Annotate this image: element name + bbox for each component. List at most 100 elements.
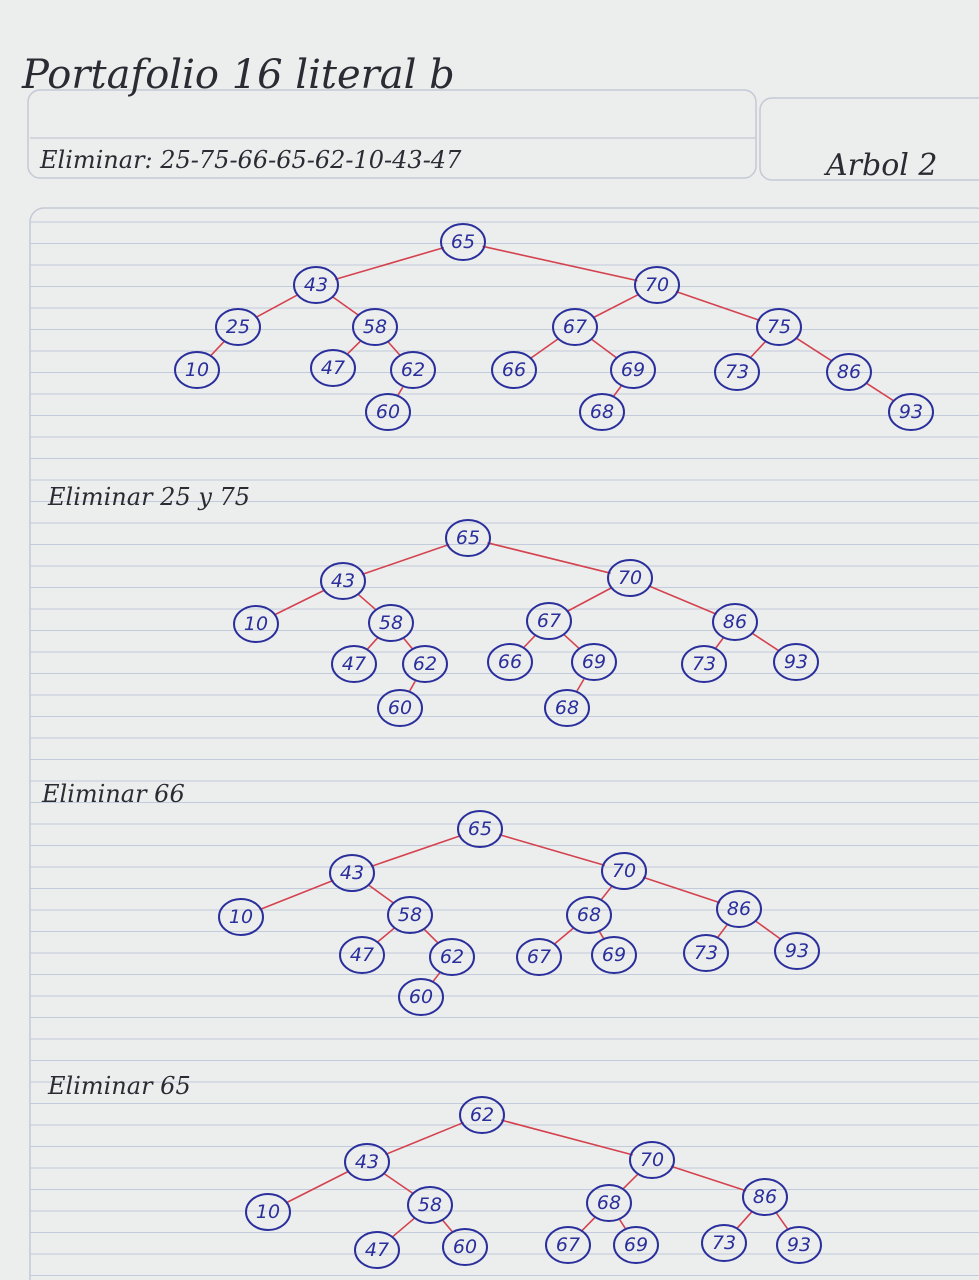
tree-node-60: 60 bbox=[442, 1228, 488, 1266]
edge-62-60 bbox=[432, 972, 441, 982]
edge-65-70 bbox=[487, 542, 611, 574]
node-circle bbox=[586, 1184, 632, 1222]
node-value: 67 bbox=[527, 946, 551, 968]
node-circle bbox=[742, 1178, 788, 1216]
tree-node-10: 10 bbox=[245, 1193, 291, 1231]
tree-node-86: 86 bbox=[712, 603, 758, 641]
node-value: 25 bbox=[226, 316, 250, 338]
edge-65-70 bbox=[498, 833, 606, 867]
edge-43-58 bbox=[331, 295, 360, 317]
edge-70-86 bbox=[670, 1165, 747, 1192]
tree-node-67: 67 bbox=[545, 1226, 591, 1264]
node-value: 65 bbox=[456, 527, 480, 549]
node-value: 70 bbox=[640, 1149, 664, 1171]
edge-86-73 bbox=[717, 924, 728, 938]
node-value: 69 bbox=[621, 359, 645, 381]
tree-node-43: 43 bbox=[344, 1143, 390, 1181]
node-circle bbox=[459, 1096, 505, 1134]
node-circle bbox=[339, 936, 385, 974]
edge-67-66 bbox=[523, 634, 536, 649]
edge-68-69 bbox=[598, 931, 605, 939]
node-value: 68 bbox=[555, 697, 579, 719]
node-value: 60 bbox=[376, 401, 400, 423]
node-circle bbox=[776, 1226, 822, 1264]
edge-75-73 bbox=[750, 341, 766, 358]
node-value: 43 bbox=[355, 1151, 379, 1173]
node-circle bbox=[544, 689, 590, 727]
node-circle bbox=[756, 308, 802, 346]
node-value: 47 bbox=[350, 944, 374, 966]
node-value: 47 bbox=[365, 1239, 389, 1261]
edge-58-60 bbox=[442, 1219, 453, 1233]
tree-node-65: 65 bbox=[440, 223, 486, 261]
node-value: 66 bbox=[502, 359, 526, 381]
edge-65-70 bbox=[482, 245, 638, 282]
node-circle bbox=[610, 351, 656, 389]
tree-node-65: 65 bbox=[457, 810, 503, 848]
edge-70-67 bbox=[592, 293, 640, 319]
edge-58-47 bbox=[366, 637, 379, 650]
node-circle bbox=[407, 1186, 453, 1224]
edge-67-66 bbox=[529, 337, 560, 360]
node-value: 10 bbox=[244, 613, 268, 635]
node-value: 93 bbox=[785, 940, 809, 962]
node-value: 65 bbox=[451, 231, 475, 253]
node-value: 62 bbox=[440, 946, 464, 968]
node-circle bbox=[245, 1193, 291, 1231]
node-circle bbox=[402, 645, 448, 683]
edge-58-62 bbox=[403, 637, 413, 650]
tree-node-69: 69 bbox=[613, 1226, 659, 1264]
edge-43-10 bbox=[285, 1170, 350, 1204]
node-value: 69 bbox=[602, 944, 626, 966]
node-circle bbox=[773, 643, 819, 681]
node-value: 68 bbox=[577, 904, 601, 926]
node-circle bbox=[215, 308, 261, 346]
node-value: 69 bbox=[582, 651, 606, 673]
node-circle bbox=[440, 223, 486, 261]
node-circle bbox=[591, 936, 637, 974]
tree-node-58: 58 bbox=[368, 604, 414, 642]
tree-node-60: 60 bbox=[398, 978, 444, 1016]
tree-3: 65 43 70 10 58 47 62 60 68 86 67 69 73 93 bbox=[218, 810, 820, 1016]
edge-70-67 bbox=[566, 586, 613, 613]
tree-node-58: 58 bbox=[407, 1186, 453, 1224]
tree-node-60: 60 bbox=[377, 689, 423, 727]
node-circle bbox=[888, 393, 934, 431]
edge-86-73 bbox=[736, 1211, 753, 1229]
node-circle bbox=[429, 938, 475, 976]
edge-43-58 bbox=[367, 884, 395, 904]
edge-58-62 bbox=[423, 928, 439, 944]
tree-node-62: 62 bbox=[390, 351, 436, 389]
edge-62-70 bbox=[501, 1119, 633, 1156]
node-value: 69 bbox=[624, 1234, 648, 1256]
tree-node-43: 43 bbox=[329, 854, 375, 892]
tree-node-10: 10 bbox=[218, 898, 264, 936]
tree-node-47: 47 bbox=[331, 645, 377, 683]
edge-68-67 bbox=[581, 1216, 596, 1232]
tree-node-70: 70 bbox=[629, 1141, 675, 1179]
tree-node-65: 65 bbox=[445, 519, 491, 557]
node-value: 47 bbox=[321, 357, 345, 379]
tree-node-68: 68 bbox=[586, 1184, 632, 1222]
node-value: 10 bbox=[185, 359, 209, 381]
edge-86-93 bbox=[865, 382, 895, 402]
node-circle bbox=[681, 645, 727, 683]
node-circle bbox=[398, 978, 444, 1016]
tree-node-10: 10 bbox=[174, 351, 220, 389]
edge-58-47 bbox=[346, 340, 362, 355]
tree-node-68: 68 bbox=[566, 896, 612, 934]
edge-70-68 bbox=[622, 1173, 639, 1190]
ruled-lines bbox=[30, 221, 979, 1276]
node-circle bbox=[545, 1226, 591, 1264]
node-value: 93 bbox=[784, 651, 808, 673]
node-value: 60 bbox=[453, 1236, 477, 1258]
node-circle bbox=[579, 393, 625, 431]
node-value: 86 bbox=[837, 361, 861, 383]
edge-86-93 bbox=[775, 1212, 789, 1230]
node-circle bbox=[320, 562, 366, 600]
node-circle bbox=[516, 938, 562, 976]
node-circle bbox=[174, 351, 220, 389]
tree-node-69: 69 bbox=[591, 936, 637, 974]
